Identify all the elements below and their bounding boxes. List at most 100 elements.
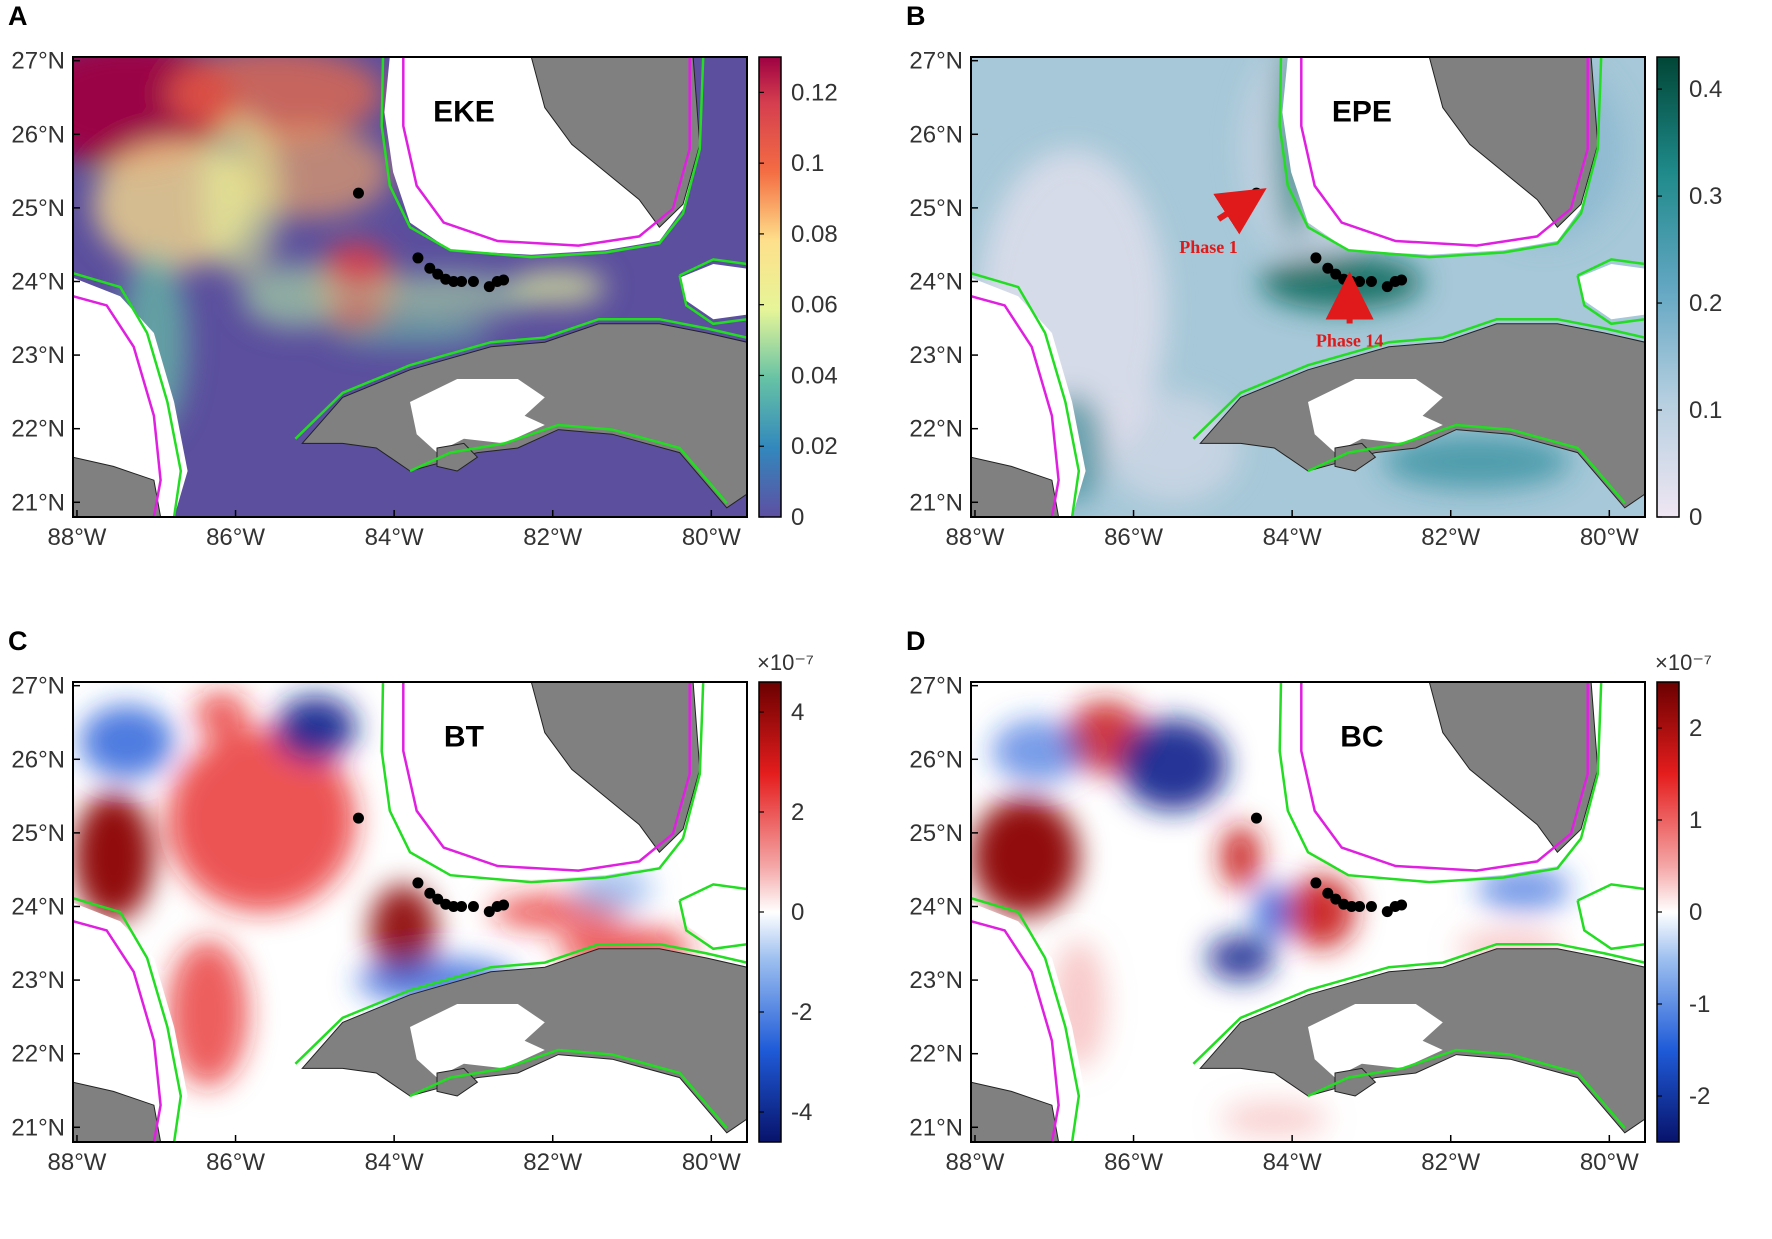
lon-tick-label: 84°W xyxy=(1263,524,1322,551)
field-blob xyxy=(1206,935,1275,981)
isobath-green-bahamas xyxy=(1577,883,1645,902)
colorbar: 0.12 0.1 0.08 0.06 0.04 0.02 0 xyxy=(758,56,838,531)
panel-a: EKE 27°N 26°N 25°N 24°N 23°N 22°N 21°N 88°W 86°W 8… xyxy=(8,1,838,551)
colorbar-ramp xyxy=(1656,56,1680,518)
lon-tick-label: 80°W xyxy=(1580,524,1639,551)
panel-letter: A xyxy=(8,1,28,31)
lon-tick-label: 82°W xyxy=(1421,1149,1480,1176)
field-blob xyxy=(167,57,384,140)
colorbar-tick-label: 1 xyxy=(1689,807,1702,834)
isobath-green-bahamas-south xyxy=(678,275,747,326)
station-point xyxy=(424,887,436,899)
isobath-green-yucatan xyxy=(971,272,1081,517)
colorbar-tick-label: 0.2 xyxy=(1689,290,1722,317)
station-point xyxy=(448,275,460,287)
station-point xyxy=(352,812,364,824)
station-point xyxy=(1346,900,1358,912)
isobath-green-yucatan xyxy=(73,272,183,517)
field-blob xyxy=(971,797,1079,917)
isobath-magenta-yucatan xyxy=(73,294,162,517)
phase-arrow xyxy=(1213,188,1267,235)
lat-tick-label: 26°N xyxy=(909,746,963,773)
lat-tick-label: 26°N xyxy=(909,121,963,148)
isobath-green-bahamas-south xyxy=(1576,900,1645,951)
station-point xyxy=(498,899,510,911)
station-point xyxy=(1310,252,1322,264)
coastline xyxy=(971,57,1645,517)
lat-tick-label: 24°N xyxy=(11,893,65,920)
map-frame xyxy=(72,56,748,518)
bahamas-shelf xyxy=(679,889,747,945)
panel-b: EPE Phase 1 Phase 14 27°N 26°N 25°N 24°N 23°N 22… xyxy=(906,1,1722,551)
phase-label: Phase 1 xyxy=(1179,237,1238,257)
map-area xyxy=(73,57,747,517)
station-point xyxy=(498,274,510,286)
station-point xyxy=(432,268,444,280)
field-blob xyxy=(1382,434,1571,490)
panel-c: BT 27°N 26°N 25°N 24°N 23°N 22°N 21°N 88°W 86°W 84… xyxy=(8,626,814,1176)
colorbar-tick-label: -1 xyxy=(1689,991,1710,1018)
field-blob xyxy=(511,268,606,306)
station-point xyxy=(467,900,479,912)
station-point xyxy=(1354,900,1366,912)
lat-tick-label: 22°N xyxy=(11,416,65,443)
station-markers xyxy=(1250,812,1408,918)
station-point xyxy=(1310,877,1322,889)
bahamas-shelf xyxy=(1577,889,1645,945)
florida-land xyxy=(530,682,701,853)
lat-tick-label: 27°N xyxy=(11,48,65,75)
lat-tick-label: 23°N xyxy=(11,342,65,369)
panel-title: EPE xyxy=(1332,95,1392,128)
field-blob xyxy=(167,728,357,912)
colorbar-tick-label: 0.1 xyxy=(1689,397,1722,424)
station-point xyxy=(1330,893,1342,905)
isobath-green-cuba-south xyxy=(409,1048,728,1130)
panel-title: BC xyxy=(1340,720,1383,753)
colorbar-tick-label: 0 xyxy=(791,899,804,926)
lat-tick-label: 23°N xyxy=(909,967,963,994)
lat-tick-label: 24°N xyxy=(909,893,963,920)
colorbar-tick-label: 4 xyxy=(791,699,804,726)
cuba-shelf xyxy=(1308,1004,1443,1078)
lat-tick-label: 21°N xyxy=(11,1114,65,1141)
station-point xyxy=(1365,900,1377,912)
lat-tick-label: 21°N xyxy=(11,489,65,516)
phase-label: Phase 14 xyxy=(1316,330,1384,350)
station-point xyxy=(448,900,460,912)
station-point xyxy=(467,275,479,287)
lat-tick-label: 24°N xyxy=(909,268,963,295)
lon-tick-label: 84°W xyxy=(365,1149,424,1176)
panel-letter: D xyxy=(906,626,926,656)
map-area xyxy=(73,682,747,1142)
lon-tick-label: 88°W xyxy=(47,1149,106,1176)
lon-tick-label: 88°W xyxy=(945,524,1004,551)
isobath-green-florida xyxy=(1278,57,1603,259)
colorbar-tick-label: -2 xyxy=(1689,1083,1710,1110)
lat-tick-label: 27°N xyxy=(909,673,963,700)
lon-tick-label: 82°W xyxy=(523,1149,582,1176)
lat-tick-label: 25°N xyxy=(909,195,963,222)
panel-title: EKE xyxy=(433,95,495,128)
lat-tick-label: 23°N xyxy=(909,342,963,369)
phase-annotation: Phase 1 xyxy=(1179,188,1267,257)
field-blob xyxy=(201,112,282,278)
isobath-green-yucatan xyxy=(73,897,183,1142)
lat-tick-label: 23°N xyxy=(11,967,65,994)
coastline xyxy=(971,682,1645,1142)
isobath-green-cuba xyxy=(294,942,747,1065)
station-point xyxy=(1354,275,1366,287)
colorbar-exponent: ×10⁻⁷ xyxy=(757,650,814,675)
lon-tick-label: 80°W xyxy=(1580,1149,1639,1176)
station-point xyxy=(412,252,424,264)
station-point xyxy=(1365,275,1377,287)
station-point xyxy=(424,262,436,274)
station-point xyxy=(1396,274,1408,286)
isobath-green-bahamas-south xyxy=(1576,275,1645,326)
field-blob xyxy=(73,792,154,922)
field-blob xyxy=(1254,884,1295,940)
station-point xyxy=(412,877,424,889)
lat-tick-label: 25°N xyxy=(11,195,65,222)
field-blob xyxy=(1105,392,1241,504)
panel-letter: B xyxy=(906,1,926,31)
